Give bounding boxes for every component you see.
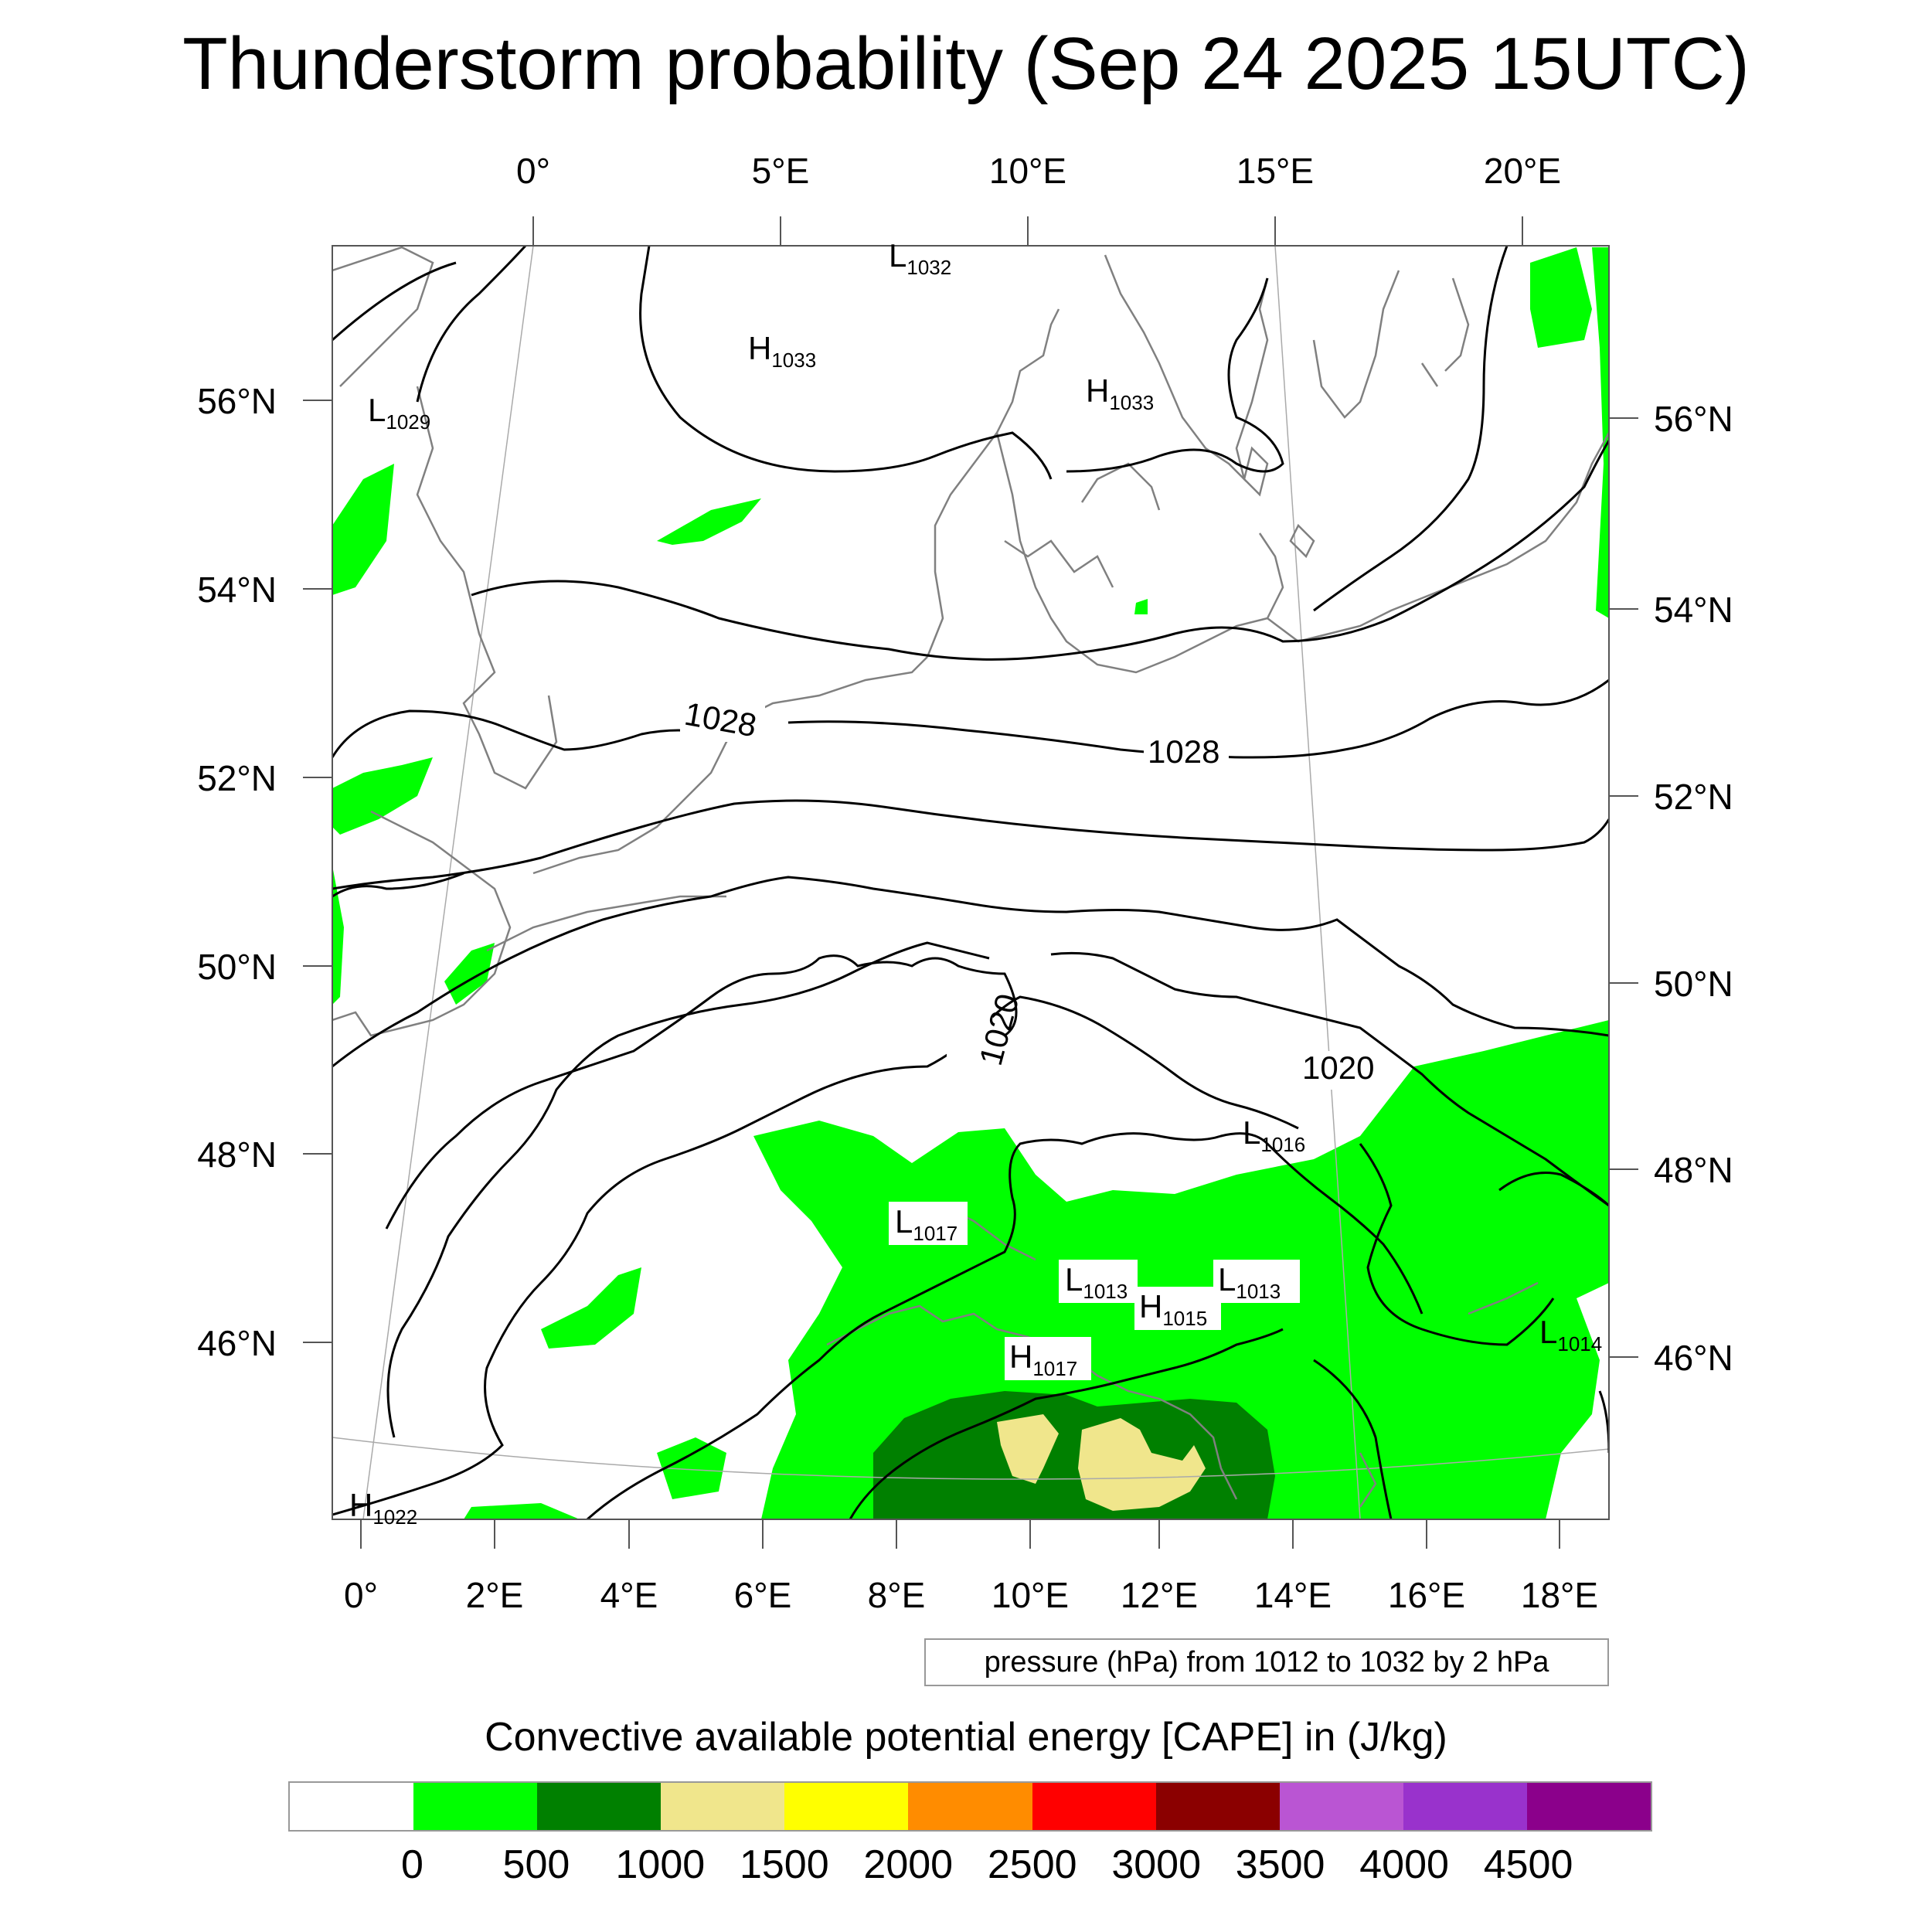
pressure-center-label: H1022 bbox=[349, 1487, 417, 1529]
colorbar-swatch bbox=[1032, 1783, 1156, 1830]
pressure-center-label: L1013 bbox=[1218, 1261, 1281, 1303]
right-lat-label: 52°N bbox=[1654, 777, 1733, 817]
map-frame bbox=[332, 245, 1610, 1520]
contour-info-box: pressure (hPa) from 1012 to 1032 by 2 hP… bbox=[924, 1638, 1609, 1686]
colorbar bbox=[288, 1781, 1652, 1832]
pressure-center-label: H1033 bbox=[748, 330, 816, 372]
colorbar-tick-label: 4000 bbox=[1359, 1842, 1449, 1887]
bottom-lon-label: 16°E bbox=[1388, 1575, 1465, 1615]
pressure-center-label: L1013 bbox=[1065, 1261, 1128, 1303]
isobars bbox=[332, 246, 1609, 1519]
left-lat-label: 50°N bbox=[197, 947, 277, 987]
right-lat-label: 50°N bbox=[1654, 964, 1733, 1004]
pressure-center-label: H1015 bbox=[1139, 1288, 1207, 1330]
colorbar-swatch bbox=[908, 1783, 1032, 1830]
isobar-label: 1028 bbox=[1148, 733, 1219, 770]
bottom-lon-label: 0° bbox=[344, 1575, 378, 1615]
pressure-center-label: L1014 bbox=[1539, 1314, 1602, 1355]
colorbar-swatch bbox=[1155, 1783, 1280, 1830]
top-lon-label: 10°E bbox=[989, 151, 1066, 191]
bottom-lon-label: 18°E bbox=[1521, 1575, 1598, 1615]
right-lat-label: 48°N bbox=[1654, 1150, 1733, 1190]
colorbar-tick-label: 1500 bbox=[739, 1842, 829, 1887]
pressure-center-label: L1017 bbox=[895, 1203, 957, 1245]
cape-fill-low bbox=[332, 247, 1609, 1519]
left-lat-label: 46°N bbox=[197, 1323, 277, 1363]
cape-fill-mid bbox=[873, 1391, 1275, 1519]
graticule bbox=[332, 246, 1609, 1519]
pressure-center-label: H1033 bbox=[1086, 372, 1154, 414]
colorbar-swatch bbox=[1279, 1783, 1403, 1830]
bottom-lon-label: 14°E bbox=[1254, 1575, 1332, 1615]
top-lon-label: 0° bbox=[516, 151, 550, 191]
pressure-center-label: L1032 bbox=[889, 237, 951, 279]
cape-fill-high bbox=[997, 1414, 1206, 1511]
colorbar-tick-label: 500 bbox=[502, 1842, 570, 1887]
bottom-lon-label: 12°E bbox=[1121, 1575, 1198, 1615]
colorbar-tick-label: 0 bbox=[400, 1842, 423, 1887]
chart-title: Thunderstorm probability (Sep 24 2025 15… bbox=[182, 22, 1750, 105]
colorbar-swatch bbox=[1403, 1783, 1527, 1830]
colorbar-swatch bbox=[784, 1783, 909, 1830]
left-ticks bbox=[303, 400, 332, 1343]
pressure-center-label: L1016 bbox=[1243, 1114, 1305, 1156]
bottom-lon-label: 10°E bbox=[992, 1575, 1069, 1615]
colorbar-tick-label: 4500 bbox=[1483, 1842, 1573, 1887]
bottom-lon-label: 8°E bbox=[868, 1575, 926, 1615]
colorbar-swatch bbox=[661, 1783, 785, 1830]
colorbar-tick-label: 2500 bbox=[987, 1842, 1077, 1887]
pressure-center-label: H1017 bbox=[1009, 1338, 1077, 1380]
colorbar-tick-label: 3000 bbox=[1111, 1842, 1202, 1887]
colorbar-tick-label: 1000 bbox=[615, 1842, 706, 1887]
pressure-center-label: L1029 bbox=[368, 392, 430, 434]
colorbar-tick-label: 3500 bbox=[1235, 1842, 1325, 1887]
right-lat-label: 56°N bbox=[1654, 399, 1733, 439]
left-lat-label: 52°N bbox=[197, 758, 277, 798]
bottom-lon-label: 2°E bbox=[466, 1575, 524, 1615]
colorbar-title: Convective available potential energy [C… bbox=[485, 1715, 1447, 1760]
top-lon-label: 15°E bbox=[1236, 151, 1314, 191]
bottom-lon-label: 4°E bbox=[600, 1575, 658, 1615]
colorbar-swatch bbox=[413, 1783, 538, 1830]
isobar-label: 1020 bbox=[1302, 1049, 1374, 1086]
left-lat-label: 48°N bbox=[197, 1134, 277, 1175]
colorbar-swatch bbox=[290, 1783, 414, 1830]
colorbar-swatch bbox=[537, 1783, 662, 1830]
bottom-ticks bbox=[360, 1519, 1560, 1549]
top-lon-label: 20°E bbox=[1484, 151, 1561, 191]
bottom-lon-label: 6°E bbox=[734, 1575, 792, 1615]
right-lat-label: 46°N bbox=[1654, 1338, 1733, 1378]
colorbar-swatch bbox=[1526, 1783, 1651, 1830]
top-ticks bbox=[532, 216, 1523, 246]
colorbar-tick-label: 2000 bbox=[863, 1842, 954, 1887]
right-lat-label: 54°N bbox=[1654, 590, 1733, 630]
right-ticks bbox=[1609, 417, 1638, 1358]
left-lat-label: 56°N bbox=[197, 381, 277, 421]
top-lon-label: 5°E bbox=[752, 151, 810, 191]
left-lat-label: 54°N bbox=[197, 570, 277, 610]
